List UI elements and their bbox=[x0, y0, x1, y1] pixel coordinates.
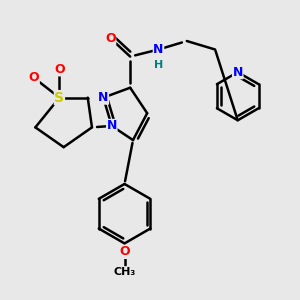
Text: O: O bbox=[28, 71, 39, 84]
Text: N: N bbox=[232, 66, 243, 79]
Text: S: S bbox=[54, 91, 64, 105]
Text: N: N bbox=[98, 91, 109, 104]
Text: N: N bbox=[106, 119, 117, 132]
Text: N: N bbox=[153, 43, 164, 56]
Text: CH₃: CH₃ bbox=[113, 267, 136, 277]
Text: H: H bbox=[154, 60, 163, 70]
Text: O: O bbox=[105, 32, 116, 45]
Text: O: O bbox=[54, 63, 65, 76]
Text: O: O bbox=[119, 245, 130, 258]
